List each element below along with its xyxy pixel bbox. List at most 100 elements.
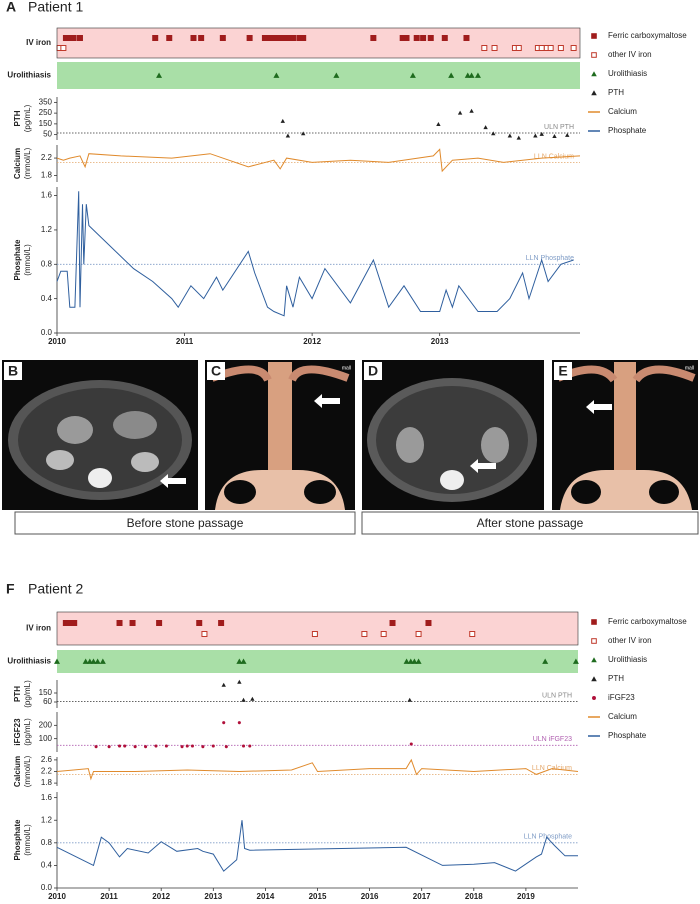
square-marker bbox=[246, 35, 253, 41]
legend-label: Ferric carboxymaltose bbox=[608, 617, 687, 626]
triangle-marker bbox=[411, 658, 418, 664]
data-line bbox=[56, 191, 574, 317]
data-line bbox=[56, 758, 579, 781]
triangle-marker bbox=[99, 658, 106, 664]
panel-label: A bbox=[6, 0, 16, 15]
reference-label: ULN PTH bbox=[542, 692, 572, 699]
square-marker bbox=[300, 35, 307, 41]
track-band bbox=[57, 62, 580, 89]
y-tick-label: 0.4 bbox=[41, 294, 53, 303]
legend-marker bbox=[591, 71, 597, 77]
triangle-marker bbox=[54, 658, 60, 664]
y-tick-label: 200 bbox=[39, 720, 53, 729]
y-axis-label: Phosphate bbox=[13, 819, 22, 860]
legend-marker bbox=[591, 90, 597, 96]
triangle-marker bbox=[240, 658, 247, 664]
x-tick-label: 2010 bbox=[48, 337, 66, 346]
dot-marker bbox=[117, 744, 122, 748]
y-axis-label: Calcium bbox=[13, 756, 22, 787]
reference-label: ULN PTH bbox=[544, 124, 574, 131]
y-tick-label: 1.8 bbox=[41, 171, 53, 180]
legend-marker bbox=[591, 657, 597, 663]
y-axis-unit: (pg/mL) bbox=[23, 718, 32, 746]
y-tick-label: 2.2 bbox=[41, 767, 53, 776]
y-tick-label: 1.6 bbox=[41, 191, 53, 200]
track-band bbox=[57, 612, 578, 645]
track-label: Urolithiasis bbox=[7, 71, 51, 80]
open-square-marker bbox=[60, 45, 67, 51]
triangle-marker bbox=[457, 110, 463, 115]
legend-label: iFGF23 bbox=[608, 693, 635, 702]
caption-box bbox=[14, 511, 356, 535]
y-tick-label: 350 bbox=[39, 97, 53, 106]
dot-marker bbox=[190, 744, 195, 748]
square-marker bbox=[463, 35, 470, 41]
track-label: IV iron bbox=[26, 624, 51, 633]
dot-marker bbox=[222, 721, 226, 725]
triangle-marker bbox=[507, 133, 513, 138]
open-square-marker bbox=[557, 45, 564, 51]
square-marker bbox=[441, 35, 448, 41]
triangle-marker bbox=[572, 658, 579, 664]
x-tick-label: 2011 bbox=[100, 892, 118, 901]
triangle-marker bbox=[464, 72, 471, 78]
y-tick-label: 1.6 bbox=[41, 793, 53, 802]
y-tick-label: 0.0 bbox=[41, 883, 53, 892]
dot-marker bbox=[211, 744, 215, 748]
open-square-marker bbox=[547, 45, 554, 51]
square-marker bbox=[389, 620, 396, 626]
legend-label: Ferric carboxymaltose bbox=[608, 31, 687, 40]
x-tick-label: 2011 bbox=[176, 337, 194, 346]
square-marker bbox=[196, 620, 203, 626]
y-axis-label: PTH bbox=[13, 110, 22, 126]
image-label-box bbox=[4, 362, 22, 380]
dot-marker bbox=[185, 744, 189, 748]
legend-marker bbox=[592, 696, 596, 700]
triangle-marker bbox=[474, 72, 481, 78]
triangle-marker bbox=[542, 658, 549, 664]
image-label: B bbox=[8, 363, 18, 379]
caption: Before stone passage bbox=[127, 516, 244, 530]
triangle-marker bbox=[300, 131, 306, 136]
image-label: C bbox=[211, 363, 221, 379]
triangle-marker bbox=[236, 658, 243, 664]
reference-label: ULN iFGF23 bbox=[533, 736, 572, 743]
open-square-marker bbox=[415, 631, 422, 637]
legend-label: Urolithiasis bbox=[608, 655, 647, 664]
triangle-marker bbox=[491, 131, 496, 136]
square-marker bbox=[198, 35, 205, 41]
triangle-marker bbox=[221, 682, 226, 687]
x-tick-label: 2012 bbox=[152, 892, 170, 901]
dot-marker bbox=[224, 745, 228, 749]
legend-marker bbox=[591, 33, 597, 39]
legend-label: Phosphate bbox=[608, 126, 647, 135]
square-marker bbox=[261, 35, 268, 41]
square-marker bbox=[62, 620, 69, 626]
open-square-marker bbox=[538, 45, 545, 51]
x-tick-label: 2017 bbox=[413, 892, 431, 901]
open-square-marker bbox=[380, 631, 387, 637]
x-tick-label: 2013 bbox=[431, 337, 449, 346]
triangle-marker bbox=[273, 72, 280, 78]
open-square-marker bbox=[311, 631, 318, 637]
ct-image-d bbox=[362, 360, 544, 510]
triangle-marker bbox=[280, 118, 285, 123]
y-tick-label: 250 bbox=[39, 108, 53, 117]
triangle-marker bbox=[94, 658, 101, 664]
legend-label: PTH bbox=[608, 674, 624, 683]
legend-label: Calcium bbox=[608, 712, 637, 721]
x-tick-label: 2010 bbox=[48, 892, 66, 901]
y-axis-unit: (pg/mL) bbox=[23, 680, 32, 708]
square-marker bbox=[71, 620, 78, 626]
track-band bbox=[57, 650, 578, 673]
x-tick-label: 2015 bbox=[309, 892, 327, 901]
image-label-box bbox=[207, 362, 225, 380]
dot-marker bbox=[201, 745, 205, 749]
triangle-marker bbox=[539, 131, 544, 136]
dot-marker bbox=[144, 745, 148, 749]
legend-marker bbox=[591, 638, 597, 644]
square-marker bbox=[286, 35, 293, 41]
panel-label: F bbox=[6, 581, 15, 597]
image-note: mall bbox=[342, 365, 351, 371]
reference-label: LLN Phosphate bbox=[524, 834, 572, 841]
